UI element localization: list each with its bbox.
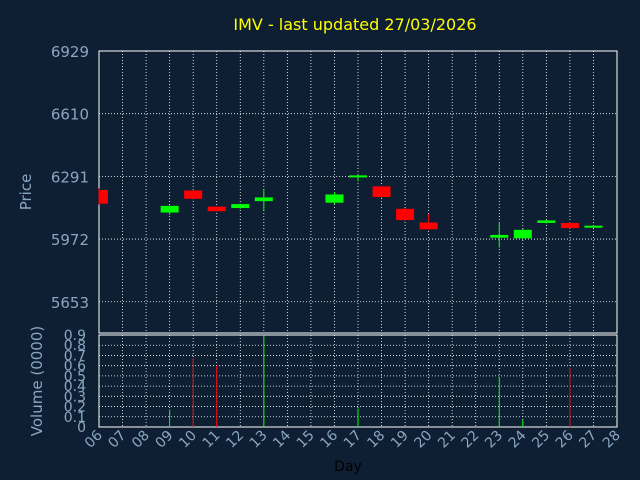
price-tick-label: 6610 bbox=[51, 106, 89, 124]
day-tick-label: 16 bbox=[317, 427, 341, 451]
day-tick-label: 08 bbox=[129, 428, 153, 452]
candle-body bbox=[160, 205, 179, 213]
volume-tick-label: 0.6 bbox=[64, 359, 86, 375]
volume-tick-label: 0.7 bbox=[64, 348, 86, 364]
day-tick-label: 21 bbox=[435, 428, 459, 452]
candle-body bbox=[537, 220, 556, 223]
volume-tick-label: 0.5 bbox=[64, 369, 86, 385]
candle-body bbox=[99, 189, 108, 204]
candle bbox=[490, 222, 509, 248]
day-tick-label: 25 bbox=[529, 428, 553, 452]
day-tick-label: 18 bbox=[364, 428, 388, 452]
candle bbox=[372, 185, 391, 198]
candle-body bbox=[325, 194, 344, 203]
candle bbox=[560, 222, 579, 229]
candle-body bbox=[184, 190, 203, 199]
price-axis-label: Price bbox=[17, 174, 35, 211]
price-tick-label: 6929 bbox=[51, 43, 89, 61]
candle-body bbox=[207, 206, 226, 212]
day-tick-label: 26 bbox=[553, 427, 577, 451]
day-tick-label: 13 bbox=[247, 428, 271, 452]
candle-body bbox=[419, 222, 438, 230]
day-tick-label: 09 bbox=[153, 428, 177, 452]
candle bbox=[231, 203, 250, 209]
chart-title: IMV - last updated 27/03/2026 bbox=[233, 15, 476, 34]
candle bbox=[419, 213, 438, 230]
day-tick-label: 27 bbox=[576, 428, 600, 452]
day-tick-label: 15 bbox=[294, 428, 318, 452]
volume-panel: 00.10.20.30.40.50.60.70.80.906 07 08 09 10 11… bbox=[64, 328, 624, 451]
day-tick-label: 24 bbox=[506, 427, 530, 451]
volume-tick-label: 0.9 bbox=[64, 328, 86, 344]
volume-tick-label: 0.3 bbox=[64, 389, 86, 405]
candle-body bbox=[349, 175, 367, 178]
candle-body bbox=[231, 204, 250, 209]
candle bbox=[325, 191, 344, 205]
candle-body bbox=[584, 225, 603, 228]
day-tick-label: 12 bbox=[223, 428, 247, 452]
candle bbox=[254, 189, 273, 210]
day-tick-label: 11 bbox=[200, 428, 224, 452]
day-tick-label: 19 bbox=[388, 428, 412, 452]
candle bbox=[513, 228, 532, 239]
day-tick-label: 17 bbox=[341, 428, 365, 452]
day-tick-label: 22 bbox=[459, 428, 483, 452]
volume-tick-label: 0.4 bbox=[64, 379, 86, 395]
day-tick-label: 14 bbox=[270, 427, 294, 451]
price-tick-label: 6291 bbox=[51, 168, 89, 186]
candle bbox=[98, 188, 108, 205]
candle bbox=[537, 220, 556, 224]
candle bbox=[160, 205, 179, 215]
x-axis-label: Day bbox=[334, 459, 362, 475]
day-tick-label: 10 bbox=[176, 428, 200, 452]
volume-axis-label: Volume (0000) bbox=[28, 326, 46, 436]
volume-tick-label: 0.8 bbox=[64, 338, 86, 354]
candle-body bbox=[560, 222, 579, 229]
candle bbox=[584, 225, 603, 228]
day-tick-label: 23 bbox=[482, 428, 506, 452]
candle bbox=[349, 174, 367, 182]
candle-body bbox=[254, 197, 273, 202]
candle bbox=[207, 206, 226, 212]
price-tick-label: 5653 bbox=[51, 294, 89, 312]
volume-tick-label: 0.1 bbox=[64, 410, 86, 426]
candle bbox=[184, 190, 203, 200]
volume-tick-label: 0.2 bbox=[64, 400, 86, 416]
candle-body bbox=[396, 208, 415, 221]
price-tick-label: 5972 bbox=[51, 231, 89, 249]
day-tick-label: 07 bbox=[105, 428, 129, 452]
candle-body bbox=[513, 229, 532, 239]
price-panel: 6929 6610 6291 5972 5653 bbox=[51, 43, 618, 334]
day-tick-label: 28 bbox=[600, 428, 624, 452]
candle-body bbox=[490, 234, 509, 238]
candle-body bbox=[372, 186, 391, 198]
day-tick-label: 20 bbox=[412, 428, 436, 452]
candle bbox=[396, 208, 415, 221]
volume-tick-label: 0 bbox=[77, 420, 86, 436]
